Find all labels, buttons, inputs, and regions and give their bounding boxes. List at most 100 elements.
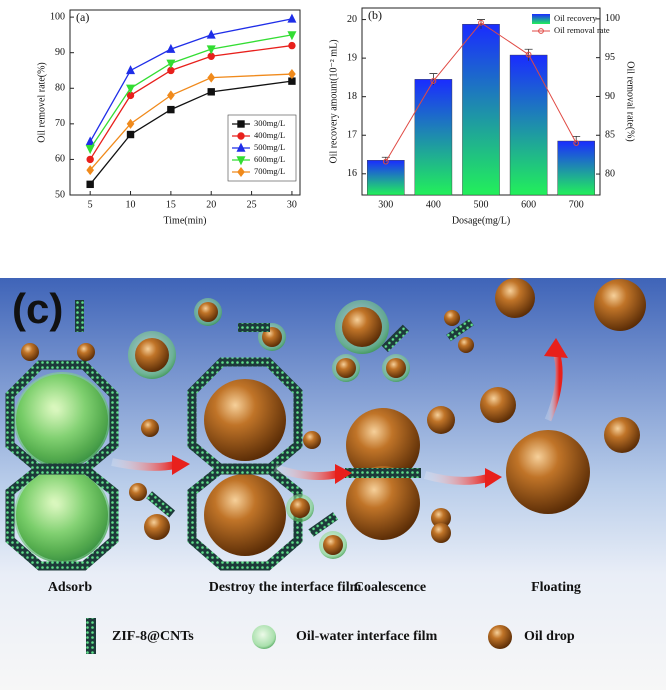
marker (206, 29, 216, 39)
y-tick-label: 80 (55, 83, 65, 94)
coalescence-illustration (332, 300, 474, 543)
x-tick-label: 600 (521, 199, 536, 210)
y-tick-label: 95 (605, 52, 615, 63)
stage-label: Destroy the interface film (209, 580, 362, 595)
marker (166, 43, 176, 53)
y-tick-label: 60 (55, 154, 65, 165)
legend-label: 500mg/L (254, 142, 285, 152)
marker (236, 142, 246, 152)
stage-label: Adsorb (48, 580, 93, 595)
marker (287, 31, 297, 41)
marker (525, 51, 532, 58)
x-tick-label: 25 (247, 199, 257, 210)
legend-label: Oil drop (524, 629, 575, 644)
legend-label: Oil removal rate (554, 25, 610, 35)
legend-label: Oil-water interface film (296, 629, 438, 644)
legend-label: 600mg/L (254, 154, 285, 164)
x-tick-label: 15 (166, 199, 176, 210)
legend-icon (488, 625, 512, 649)
marker (86, 165, 95, 176)
x-tick-label: 30 (287, 199, 297, 210)
y-tick-label: 90 (55, 47, 65, 58)
marker (126, 130, 135, 139)
marker (237, 132, 245, 140)
marker (86, 155, 94, 164)
marker (382, 158, 389, 165)
legend-label: 400mg/L (254, 130, 285, 140)
legend-swatch (532, 14, 550, 24)
y-tick-label: 50 (55, 189, 65, 200)
schematic: (c) (0, 278, 666, 690)
marker (166, 59, 176, 69)
x-tick-label: 20 (206, 199, 216, 210)
marker (85, 136, 95, 146)
legend-icon (86, 618, 96, 654)
marker (86, 180, 94, 189)
legend-label: 300mg/L (254, 118, 285, 128)
marker (167, 105, 175, 114)
marker (237, 166, 245, 178)
y-tick-label: 19 (347, 52, 357, 63)
x-tick-label: 500 (474, 199, 489, 210)
y-axis-label: Oil recovery amount(10⁻² mL) (328, 39, 339, 163)
panel-label: (a) (76, 10, 89, 24)
x-tick-label: 300 (378, 199, 393, 210)
panel-label: (c) (12, 285, 63, 332)
y-tick-label: 90 (605, 91, 615, 102)
bar (557, 140, 595, 196)
marker (287, 13, 297, 23)
marker (478, 19, 484, 26)
legend-label: 700mg/L (254, 166, 285, 176)
y-tick-label: 20 (347, 14, 357, 25)
y-tick-label: 100 (605, 13, 620, 24)
marker (126, 118, 135, 129)
x-tick-label: 700 (569, 199, 584, 210)
y-axis-label: Oil removel rate(%) (36, 62, 47, 143)
y-tick-label: 100 (50, 11, 65, 22)
x-tick-label: 400 (426, 199, 441, 210)
error-bar (477, 19, 485, 29)
bar (367, 160, 405, 196)
marker (126, 84, 136, 94)
marker (288, 69, 296, 80)
marker (288, 41, 296, 50)
x-tick-label: 10 (126, 199, 136, 210)
marker (126, 65, 136, 75)
legend-icon (252, 625, 276, 649)
x-axis-label: Dosage(mg/L) (452, 215, 510, 226)
y-tick-label: 85 (605, 130, 615, 141)
adsorb-illustration (5, 300, 119, 571)
arrows (111, 455, 502, 488)
marker (236, 156, 246, 166)
x-tick-label: 5 (88, 199, 93, 210)
marker (573, 140, 580, 146)
legend-marker (538, 28, 544, 34)
y-tick-label: 80 (605, 168, 615, 179)
y-tick-label: 16 (347, 168, 357, 179)
bar (462, 23, 500, 196)
legend-label: Oil recovery (554, 13, 597, 23)
y-tick-label: 17 (347, 130, 357, 141)
marker (207, 72, 216, 83)
destroy-illustration (128, 298, 347, 571)
line (385, 22, 577, 162)
marker (85, 145, 95, 155)
y-tick-label: 18 (347, 91, 357, 102)
stage-label: Coalescence (354, 580, 426, 595)
legend-label: ZIF-8@CNTs (112, 629, 194, 644)
bar (414, 79, 453, 196)
y2-axis-label: Oil removal rate(%) (625, 61, 636, 142)
marker (430, 78, 437, 84)
x-axis-label: Time(min) (164, 215, 207, 226)
marker (207, 88, 215, 96)
marker (206, 45, 216, 55)
y-tick-label: 70 (55, 118, 65, 129)
marker (167, 90, 175, 101)
floating-illustration (480, 278, 646, 514)
plot-frame (69, 9, 301, 196)
marker (237, 120, 245, 128)
panel-label: (b) (368, 8, 382, 22)
stage-label: Floating (531, 580, 581, 595)
